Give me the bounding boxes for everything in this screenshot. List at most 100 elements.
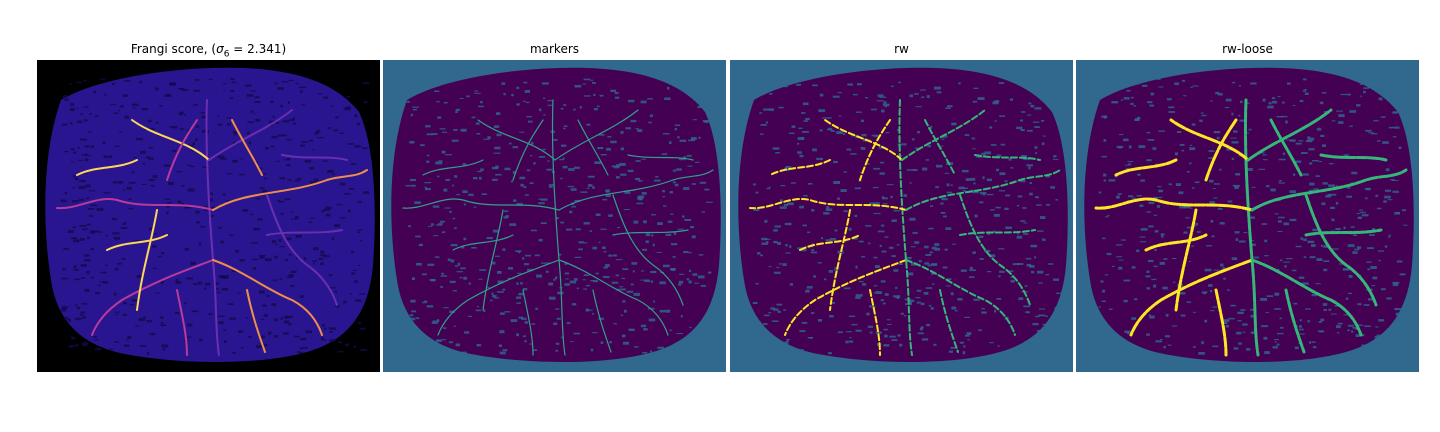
texture-speck — [1349, 125, 1353, 127]
texture-speck — [63, 316, 69, 320]
texture-speck — [1294, 346, 1299, 350]
texture-speck — [230, 97, 234, 99]
texture-speck — [698, 275, 705, 279]
texture-speck — [523, 288, 528, 291]
texture-speck — [1312, 228, 1319, 232]
texture-speck — [496, 133, 502, 137]
texture-speck — [922, 167, 928, 171]
texture-speck — [591, 332, 598, 334]
texture-speck — [846, 331, 852, 333]
texture-speck — [1016, 235, 1023, 239]
texture-speck — [1213, 269, 1220, 271]
texture-speck — [912, 169, 918, 171]
texture-speck — [512, 171, 517, 174]
texture-speck — [563, 104, 567, 106]
texture-speck — [81, 316, 87, 319]
tissue-texture — [752, 78, 1062, 355]
texture-speck — [1026, 263, 1032, 267]
texture-speck — [406, 100, 410, 103]
texture-speck — [1165, 313, 1169, 317]
texture-speck — [1321, 144, 1326, 147]
texture-speck — [82, 80, 87, 82]
texture-speck — [1050, 186, 1055, 189]
texture-speck — [136, 137, 143, 141]
texture-speck — [702, 120, 710, 123]
texture-speck — [204, 287, 207, 290]
texture-speck — [155, 292, 160, 294]
texture-speck — [759, 133, 764, 135]
texture-speck — [224, 340, 227, 343]
texture-speck — [443, 188, 448, 192]
texture-speck — [186, 336, 192, 338]
texture-speck — [419, 245, 422, 247]
panel-rw: rw — [730, 42, 1073, 372]
texture-speck — [778, 263, 783, 265]
texture-speck — [238, 330, 244, 334]
texture-speck — [1348, 292, 1353, 295]
texture-speck — [1037, 329, 1042, 332]
texture-speck — [344, 193, 351, 195]
texture-speck — [1175, 183, 1181, 186]
texture-speck — [92, 336, 98, 338]
texture-speck — [461, 351, 467, 354]
texture-speck — [637, 196, 644, 200]
texture-speck — [1141, 84, 1148, 87]
texture-speck — [321, 339, 327, 341]
texture-speck — [602, 246, 606, 250]
panel-frangi: Frangi score, (σ6 = 2.341) — [37, 42, 380, 372]
texture-speck — [146, 320, 153, 323]
texture-speck — [1212, 188, 1216, 189]
texture-speck — [700, 284, 706, 287]
texture-speck — [216, 291, 221, 294]
vessel-segment — [422, 159, 484, 176]
texture-speck — [523, 186, 527, 189]
texture-speck — [1028, 78, 1033, 81]
texture-speck — [183, 113, 186, 116]
texture-speck — [149, 333, 156, 336]
texture-speck — [1351, 330, 1354, 333]
texture-speck — [218, 321, 225, 325]
texture-speck — [195, 138, 198, 142]
texture-speck — [1274, 213, 1279, 215]
texture-speck — [1274, 292, 1280, 296]
texture-speck — [941, 197, 948, 201]
texture-speck — [588, 309, 593, 311]
texture-speck — [227, 303, 234, 305]
texture-speck — [627, 169, 634, 173]
texture-speck — [848, 227, 852, 231]
texture-speck — [1188, 261, 1191, 262]
texture-speck — [424, 186, 427, 188]
texture-speck — [1046, 204, 1051, 206]
texture-speck — [299, 86, 306, 89]
texture-speck — [1160, 339, 1163, 340]
texture-speck — [437, 116, 442, 119]
texture-speck — [427, 263, 435, 266]
texture-speck — [321, 337, 324, 341]
texture-speck — [752, 302, 758, 304]
texture-speck — [843, 210, 848, 213]
vessel-segment — [627, 154, 694, 161]
texture-speck — [818, 109, 826, 113]
texture-speck — [855, 265, 858, 269]
texture-speck — [348, 209, 351, 213]
texture-speck — [1124, 164, 1131, 166]
vessel-segment — [592, 289, 612, 353]
texture-speck — [1313, 188, 1319, 190]
texture-speck — [633, 220, 639, 224]
texture-speck — [263, 173, 267, 175]
texture-speck — [1374, 335, 1381, 339]
texture-speck — [861, 256, 865, 258]
texture-speck — [918, 260, 922, 263]
texture-speck — [1155, 340, 1163, 343]
texture-speck — [1309, 162, 1313, 165]
texture-speck — [277, 134, 283, 137]
texture-speck — [350, 163, 356, 165]
texture-speck — [86, 271, 90, 274]
texture-speck — [619, 162, 626, 166]
texture-speck — [312, 260, 318, 262]
texture-speck — [896, 129, 900, 132]
texture-speck — [71, 237, 77, 240]
texture-speck — [805, 117, 810, 121]
texture-speck — [510, 180, 514, 183]
texture-speck — [1237, 311, 1244, 315]
